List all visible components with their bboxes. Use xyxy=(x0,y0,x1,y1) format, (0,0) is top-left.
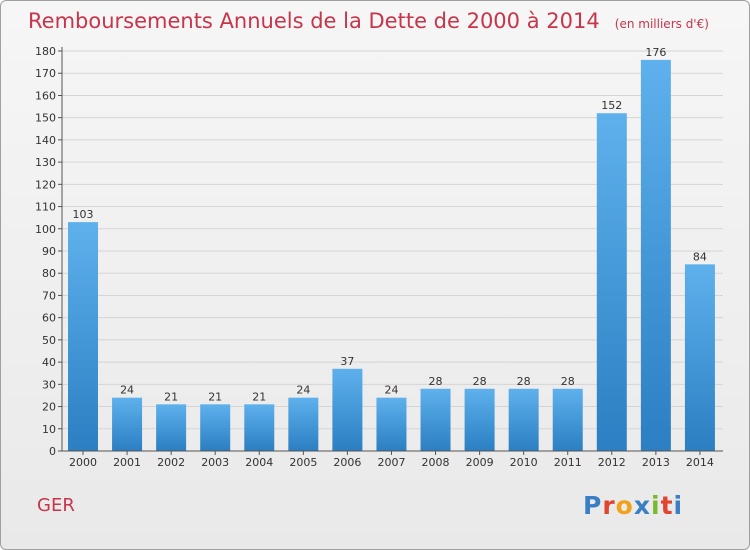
y-tick-label: 10 xyxy=(42,423,56,436)
y-tick-label: 110 xyxy=(35,201,56,214)
data-label: 21 xyxy=(208,390,222,403)
y-tick-label: 60 xyxy=(42,312,56,325)
chart-title: Remboursements Annuels de la Dette de 20… xyxy=(28,9,600,33)
data-label: 28 xyxy=(429,375,443,388)
y-tick-label: 100 xyxy=(35,223,56,236)
logo-letter: i xyxy=(651,491,661,520)
bar xyxy=(684,264,715,451)
data-label: 24 xyxy=(384,384,398,397)
bar xyxy=(156,404,187,451)
y-tick-label: 40 xyxy=(42,356,56,369)
y-tick-label: 80 xyxy=(42,267,56,280)
logo-letter: i xyxy=(673,491,684,520)
x-tick-label: 2013 xyxy=(642,456,670,469)
x-tick-label: 2009 xyxy=(466,456,494,469)
data-label: 176 xyxy=(645,46,666,59)
logo-letter: x xyxy=(633,491,651,520)
bar xyxy=(552,388,583,451)
bars: 103 24 21 21 21 24 37 24 28 28 28 28 152 176 84 xyxy=(68,46,715,452)
y-tick-label: 50 xyxy=(42,334,56,347)
bar xyxy=(640,59,671,452)
logo-letter: r xyxy=(602,491,616,520)
bar xyxy=(376,397,407,451)
data-label: 84 xyxy=(693,250,707,263)
y-tick-label: 90 xyxy=(42,245,56,258)
data-label: 152 xyxy=(601,99,622,112)
proxiti-logo[interactable]: Proxiti xyxy=(583,491,683,520)
x-tick-label: 2008 xyxy=(422,456,450,469)
x-tick-label: 2000 xyxy=(69,456,97,469)
chart-subtitle: (en milliers d'€) xyxy=(614,17,709,31)
data-label: 37 xyxy=(340,355,354,368)
bar xyxy=(464,388,495,451)
y-tick-label: 130 xyxy=(35,156,56,169)
y-tick-label: 150 xyxy=(35,112,56,125)
bar xyxy=(200,404,231,451)
y-tick-label: 120 xyxy=(35,178,56,191)
data-label: 24 xyxy=(296,384,310,397)
axes: 0 10 20 30 40 50 60 70 80 90 100 110 120 130 140 150 160… xyxy=(35,45,723,469)
bar xyxy=(288,397,319,451)
commune-name: GER xyxy=(37,495,75,516)
x-tick-label: 2003 xyxy=(201,456,229,469)
x-tick-label: 2001 xyxy=(113,456,141,469)
y-tick-label: 180 xyxy=(35,45,56,58)
bar xyxy=(420,388,451,451)
x-tick-label: 2012 xyxy=(598,456,626,469)
x-tick-label: 2014 xyxy=(686,456,714,469)
data-label: 28 xyxy=(517,375,531,388)
x-tick-label: 2005 xyxy=(289,456,317,469)
bar xyxy=(68,222,98,451)
data-label: 21 xyxy=(164,390,178,403)
data-label: 28 xyxy=(473,375,487,388)
x-tick-label: 2004 xyxy=(245,456,273,469)
data-label: 28 xyxy=(561,375,575,388)
y-tick-label: 70 xyxy=(42,289,56,302)
y-tick-label: 160 xyxy=(35,89,56,102)
y-tick-label: 30 xyxy=(42,378,56,391)
y-tick-label: 140 xyxy=(35,134,56,147)
bar xyxy=(332,368,363,451)
x-tick-label: 2010 xyxy=(510,456,538,469)
logo-letter: t xyxy=(660,491,674,520)
bar xyxy=(112,397,143,451)
x-tick-label: 2011 xyxy=(554,456,582,469)
data-label: 24 xyxy=(120,384,134,397)
data-label: 103 xyxy=(73,208,94,221)
x-tick-label: 2006 xyxy=(333,456,361,469)
bar xyxy=(244,404,275,451)
bar xyxy=(596,113,627,451)
logo-letter: P xyxy=(583,491,603,520)
bar xyxy=(508,388,539,451)
y-tick-label: 170 xyxy=(35,67,56,80)
y-tick-label: 20 xyxy=(42,401,56,414)
x-tick-label: 2002 xyxy=(157,456,185,469)
chart-header: Remboursements Annuels de la Dette de 20… xyxy=(28,9,709,33)
data-label: 21 xyxy=(252,390,266,403)
logo-letter: o xyxy=(615,491,634,520)
y-tick-label: 0 xyxy=(49,445,56,458)
x-tick-label: 2007 xyxy=(377,456,405,469)
